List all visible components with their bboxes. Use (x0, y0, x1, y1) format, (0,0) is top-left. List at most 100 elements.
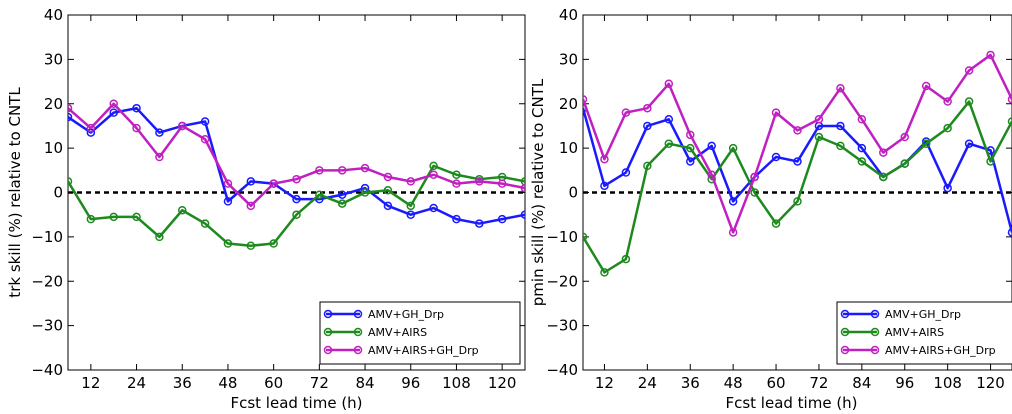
data-point (879, 172, 888, 182)
data-point (921, 139, 931, 148)
legend-marker (870, 309, 880, 319)
data-point (750, 188, 759, 197)
data-point (475, 177, 484, 186)
y-tick-label: 0 (568, 184, 578, 202)
y-axis-label: pmin skill (%) relative to CNTL (529, 78, 547, 306)
x-tick-label: 72 (809, 374, 828, 392)
data-point (109, 212, 118, 222)
legend: AMV+GH_Drp AMV+AIRS AMV+AIRS+GH_Drp (319, 301, 521, 365)
data-point (771, 108, 781, 117)
y-axis-label: trk skill (%) relative to CNTL (6, 87, 24, 298)
data-point (246, 201, 256, 211)
legend-label: AMV+AIRS+GH_Drp (885, 344, 996, 357)
data-point (686, 143, 695, 153)
data-point (155, 128, 164, 137)
data-point (200, 219, 210, 228)
data-point (1007, 228, 1012, 237)
data-point (475, 219, 484, 228)
data-point (520, 177, 525, 186)
x-tick-label: 36 (173, 374, 192, 392)
data-point (964, 97, 974, 106)
data-point (246, 177, 256, 186)
data-point (200, 117, 210, 126)
y-tick-label: −40 (31, 361, 63, 379)
data-point (728, 228, 738, 237)
y-tick-label: −10 (546, 228, 578, 246)
trk-skill-chart: −40 −30 −20 −10 0 10 20 30 40 12 24 36 48 60 72 84 96 108… (6, 6, 526, 412)
x-tick-label: 12 (81, 374, 100, 392)
data-point (600, 154, 609, 164)
series-line-amv-airs-gh-drp (68, 102, 525, 208)
data-point (857, 143, 867, 153)
data-point (337, 199, 347, 208)
data-point (793, 126, 802, 135)
legend-marker (353, 327, 363, 337)
x-tick-label: 36 (681, 374, 700, 392)
series-line-amv-gh-drp (583, 107, 1012, 233)
data-point (223, 239, 233, 248)
data-point (771, 219, 781, 228)
data-point (943, 123, 952, 133)
data-point (643, 103, 652, 113)
data-point (664, 139, 674, 148)
y-tick-label: −10 (31, 228, 63, 246)
data-point (836, 121, 845, 131)
legend-marker (323, 345, 333, 355)
data-point (223, 197, 233, 206)
data-point (964, 139, 974, 148)
data-point (383, 201, 393, 211)
data-point (964, 66, 974, 75)
plot-area (68, 99, 525, 250)
series-line-amv-airs-gh-drp (583, 53, 1012, 234)
legend-marker (840, 327, 850, 337)
data-point (383, 172, 393, 182)
data-point (520, 210, 525, 219)
x-tick-label: 48 (218, 374, 237, 392)
data-point (315, 190, 324, 199)
data-point (583, 232, 588, 242)
series-line-amv-airs (68, 164, 525, 247)
data-point (686, 157, 695, 166)
data-point (986, 157, 995, 166)
data-point (621, 168, 631, 177)
data-point (109, 108, 118, 117)
data-point (750, 172, 759, 182)
legend-label: AMV+AIRS+GH_Drp (368, 344, 479, 357)
data-point (406, 210, 415, 219)
legend-marker (353, 345, 363, 355)
data-point (900, 159, 909, 168)
y-tick-label: 40 (44, 6, 63, 24)
plot-area (583, 50, 1012, 277)
x-tick-label: 84 (356, 374, 375, 392)
legend-label: AMV+AIRS (885, 326, 944, 339)
data-point (943, 97, 952, 106)
data-point (621, 254, 631, 264)
x-axis-label: Fcst lead time (h) (230, 394, 362, 412)
data-point (643, 161, 652, 171)
y-tick-label: −30 (31, 317, 63, 335)
data-point (406, 201, 415, 211)
x-tick-label: 60 (264, 374, 283, 392)
data-point (269, 239, 278, 248)
legend-marker (323, 327, 333, 337)
data-point (269, 179, 278, 188)
x-tick-label: 12 (595, 374, 614, 392)
data-point (857, 157, 867, 166)
data-point (520, 183, 525, 193)
legend-marker (323, 309, 333, 319)
x-tick-label: 60 (767, 374, 786, 392)
data-point (383, 186, 393, 195)
data-point (921, 81, 931, 91)
y-tick-label: 30 (44, 50, 63, 68)
data-point (360, 163, 370, 173)
data-point (986, 50, 995, 60)
x-tick-label: 24 (127, 374, 146, 392)
data-point (132, 212, 141, 222)
data-point (814, 132, 824, 142)
data-point (836, 141, 845, 151)
data-point (315, 166, 324, 175)
data-point (178, 121, 187, 131)
data-point (155, 152, 164, 162)
data-point (68, 112, 73, 122)
legend-marker (870, 327, 880, 337)
